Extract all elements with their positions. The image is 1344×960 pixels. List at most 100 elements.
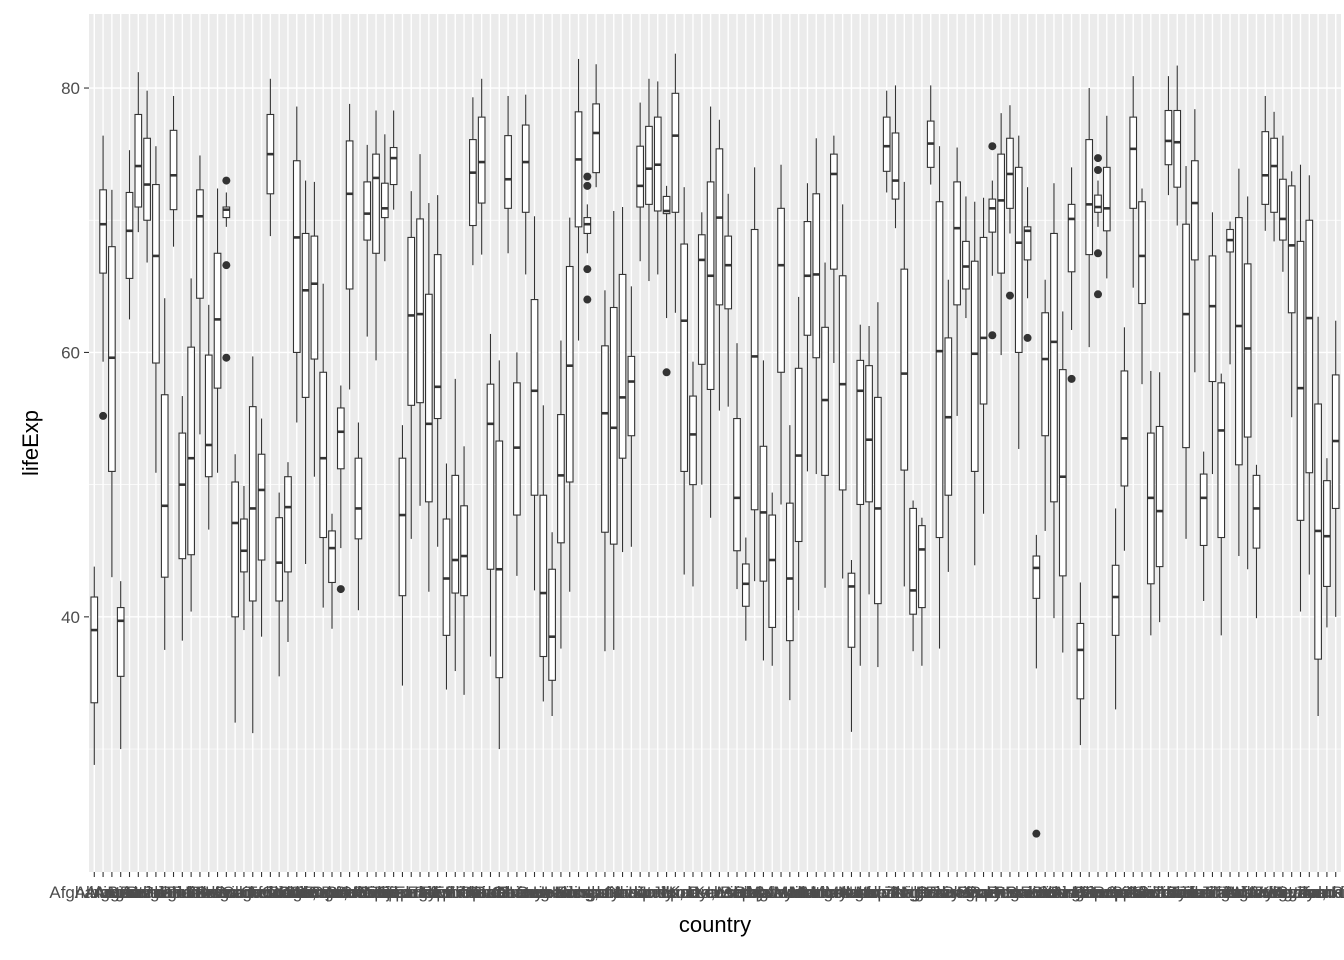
box-group (601, 290, 609, 652)
box-group (662, 185, 671, 377)
x-tick-label: Korea, Dem. Rep. (634, 883, 770, 902)
x-tick-label: Jamaica (635, 883, 699, 902)
box (1041, 312, 1050, 437)
outlier (336, 585, 345, 594)
x-tick-label: Central African Republic (188, 883, 371, 902)
box (1323, 480, 1331, 587)
box-group (1279, 135, 1287, 272)
x-tick-label: Haiti (544, 883, 578, 902)
box (803, 221, 812, 336)
box-group (838, 204, 847, 579)
box-group (1305, 175, 1314, 575)
box-group (680, 187, 689, 575)
x-tick-label: Panama (925, 883, 989, 902)
box (759, 445, 768, 582)
box-group (1050, 183, 1058, 619)
box-group (548, 532, 556, 716)
box-group (486, 333, 495, 657)
x-tick-label: Tanzania (1170, 883, 1239, 902)
box (1050, 232, 1058, 503)
box (1155, 425, 1164, 568)
box (733, 417, 741, 552)
box-group (777, 164, 785, 505)
box-group (539, 405, 548, 702)
box-group (354, 422, 363, 611)
x-tick-label: Vietnam (1269, 883, 1331, 902)
box (354, 457, 363, 540)
box (785, 502, 794, 642)
box (152, 183, 160, 364)
box (724, 235, 733, 310)
x-tick-label: Spain (1111, 883, 1154, 902)
box (636, 145, 645, 208)
box (1032, 555, 1041, 599)
x-tick-label: Congo, Rep. (293, 883, 388, 902)
x-tick-label: Serbia (1047, 883, 1097, 902)
box (425, 293, 433, 503)
x-tick-label: Venezuela (1252, 883, 1332, 902)
box-group (1032, 534, 1041, 838)
x-tick-label: Honduras (533, 883, 607, 902)
box-group (768, 492, 777, 666)
box-group (1085, 88, 1094, 348)
x-tick-label: Sweden (1138, 883, 1199, 902)
box-group (1243, 196, 1252, 570)
box (847, 572, 856, 648)
box-group (1058, 311, 1067, 653)
x-tick-label: Japan (652, 883, 698, 902)
box-group (169, 95, 178, 247)
box (750, 228, 759, 511)
box-group (266, 78, 275, 237)
box (777, 207, 785, 373)
box-group (1120, 327, 1129, 551)
x-tick-label: Sao Tome and Principe (957, 883, 1132, 902)
box-group (407, 191, 416, 539)
box (116, 607, 125, 677)
x-tick-label: Puerto Rico (966, 883, 1055, 902)
box-group (152, 146, 160, 473)
box-group (671, 53, 680, 313)
box-group (697, 212, 706, 485)
box-group (1252, 464, 1261, 619)
box-group (1182, 166, 1190, 539)
box (319, 371, 328, 539)
x-tick-label: Italy (642, 883, 674, 902)
x-tick-label: Cambodia (214, 883, 292, 902)
marks (90, 53, 1340, 838)
box-group (926, 85, 935, 185)
box (838, 275, 847, 491)
box (204, 354, 213, 478)
box (1023, 226, 1032, 261)
box (336, 407, 345, 470)
box-group (653, 81, 662, 275)
box-group (900, 181, 909, 587)
box-group (363, 144, 372, 337)
box-group (794, 296, 803, 611)
x-tick-label: Israel (628, 883, 670, 902)
x-tick-label: Oman (916, 883, 962, 902)
box-group (1287, 171, 1296, 418)
x-tick-label: Denmark (359, 883, 428, 902)
x-tick-label: Comoros (289, 883, 358, 902)
x-tick-label: Hong Kong, China (509, 883, 648, 902)
x-tick-label: Chad (268, 883, 309, 902)
box (1076, 622, 1085, 700)
box-group (847, 560, 856, 732)
x-tick-label: Australia (105, 883, 172, 902)
box-group (1217, 373, 1226, 636)
x-tick-label: Ireland (614, 883, 666, 902)
box-group (944, 279, 953, 572)
box (565, 265, 574, 483)
box-group (451, 378, 460, 672)
x-tick-label: Bulgaria (195, 883, 258, 902)
x-tick-label: Djibouti (374, 883, 431, 902)
box-group (759, 360, 768, 661)
box (231, 481, 240, 618)
x-tick-label: Thailand (1180, 883, 1245, 902)
box-group (1164, 76, 1173, 196)
x-tick-label: Costa Rica (308, 883, 392, 902)
box-group (1014, 135, 1023, 449)
x-tick-label: Yemen, Rep. (1269, 883, 1344, 902)
x-tick-label: Greece (498, 883, 554, 902)
x-tick-label: Angola (94, 883, 147, 902)
